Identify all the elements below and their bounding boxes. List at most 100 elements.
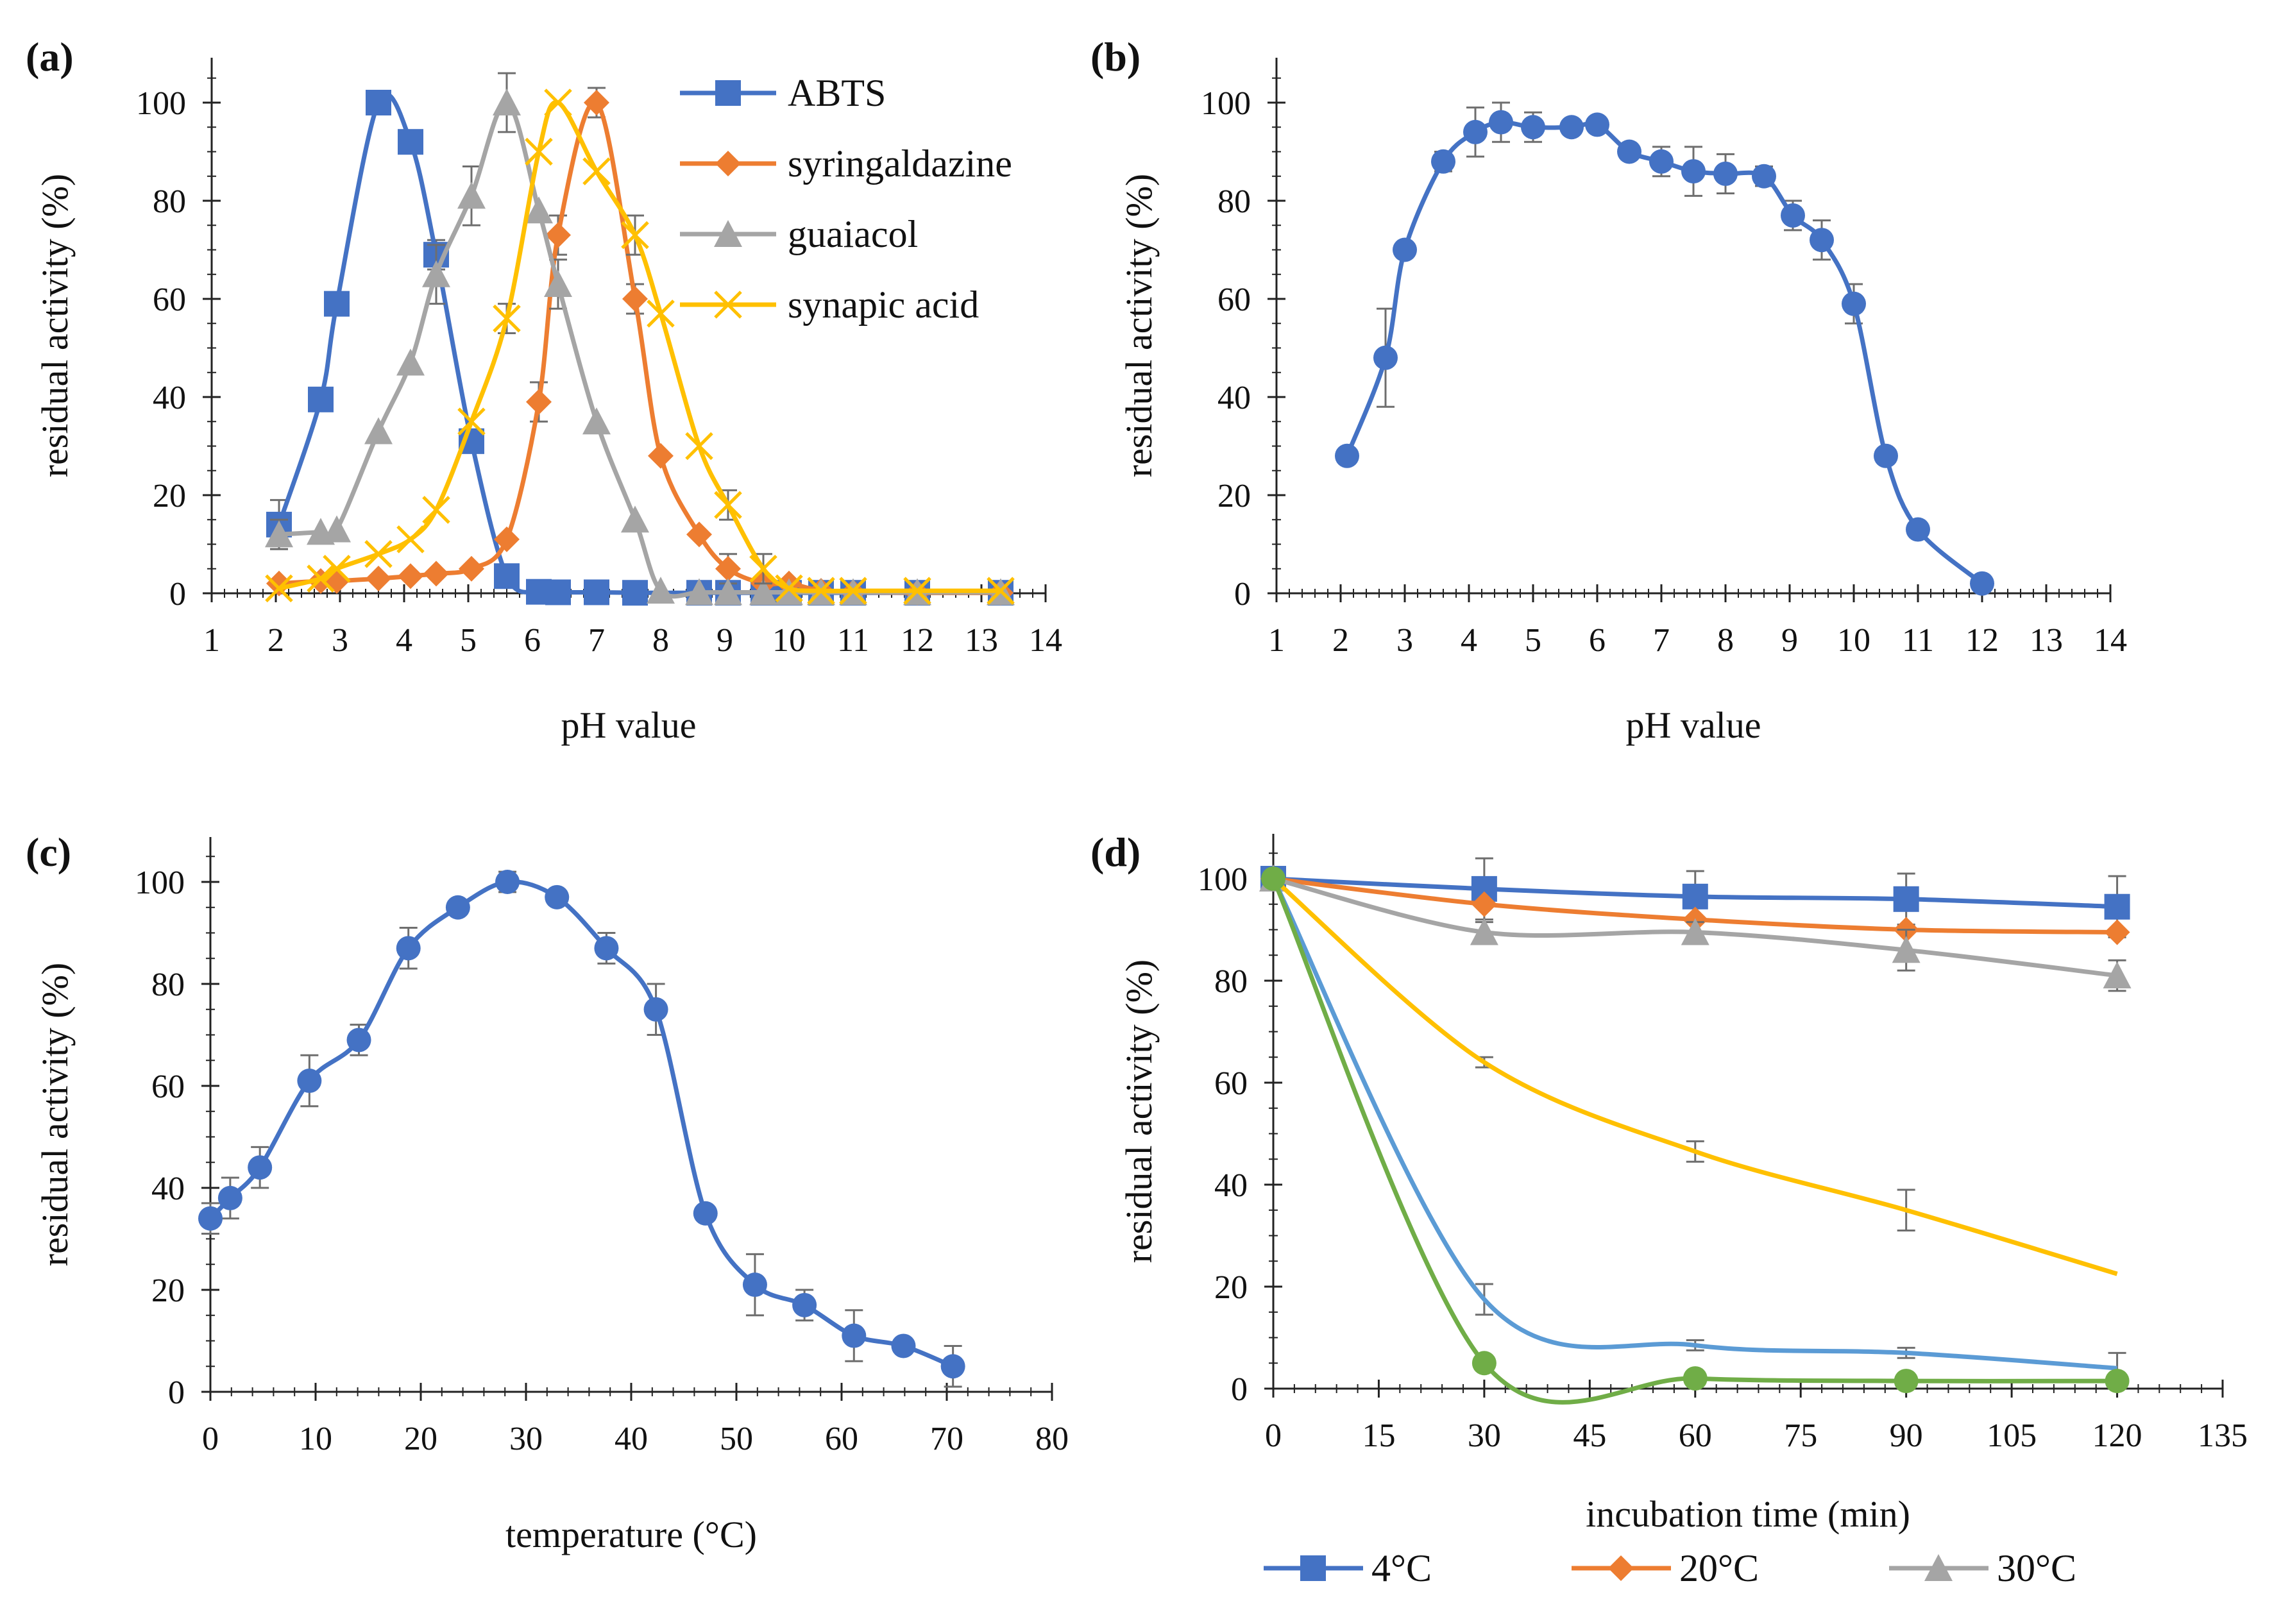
- data-point: [1713, 161, 1738, 186]
- data-point: [1842, 291, 1866, 316]
- data-point: [396, 936, 421, 961]
- data-point-stroke2: [903, 577, 931, 605]
- data-point: [715, 555, 741, 582]
- legend-item: 4°C: [1264, 1547, 1432, 1589]
- data-point: [422, 496, 450, 524]
- y-tick-label: 60: [151, 1069, 185, 1105]
- x-tick-label: 60: [1679, 1417, 1712, 1454]
- data-point: [1683, 1366, 1708, 1391]
- data-point-stroke2: [544, 89, 572, 117]
- data-point: [457, 407, 486, 436]
- data-point: [525, 196, 553, 224]
- data-point: [544, 89, 572, 117]
- data-point: [493, 304, 521, 333]
- data-point: [198, 1206, 223, 1231]
- data-point: [265, 520, 293, 548]
- data-point-stroke2: [396, 525, 425, 554]
- x-tick-label: 14: [2094, 622, 2127, 659]
- legend: ABTS syringaldazine guaiacol synapic acid: [680, 72, 1012, 326]
- data-point: [621, 505, 649, 533]
- x-tick-label: 10: [1837, 622, 1870, 659]
- x-tick-label: 1: [1268, 622, 1285, 659]
- data-point-stroke2: [987, 577, 1015, 605]
- data-point: [1681, 159, 1706, 184]
- data-point: [217, 1185, 242, 1210]
- series-0: [1335, 101, 1994, 596]
- y-axis-label: residual activity (%): [1118, 960, 1160, 1264]
- data-point: [749, 554, 777, 583]
- x-tick-label: 135: [2198, 1417, 2248, 1454]
- data-point: [493, 89, 521, 115]
- panel-label: (d): [1090, 829, 1140, 875]
- x-tick-label: 12: [901, 622, 934, 659]
- y-tick-label: 60: [1217, 282, 1251, 318]
- y-tick-label: 20: [151, 1273, 185, 1309]
- data-point: [396, 348, 425, 376]
- data-point: [323, 515, 351, 543]
- data-point: [1431, 149, 1455, 174]
- data-point-stroke2: [685, 432, 713, 461]
- data-point: [1906, 517, 1930, 542]
- series-3: [265, 89, 1015, 605]
- legend-label: 30°C: [1997, 1547, 2076, 1589]
- x-tick-label: 30: [509, 1421, 543, 1457]
- legend-marker-stroke2: [714, 291, 742, 319]
- legend-label: 20°C: [1679, 1547, 1759, 1589]
- data-point: [545, 884, 570, 909]
- data-point: [742, 1273, 767, 1298]
- data-point-stroke2: [714, 491, 742, 520]
- y-tick-label: 40: [1217, 380, 1251, 416]
- legend-item: syringaldazine: [680, 142, 1012, 185]
- x-tick-label: 0: [202, 1421, 219, 1457]
- x-tick-label: 6: [524, 622, 541, 659]
- data-point: [1874, 443, 1898, 468]
- series-4: [1271, 877, 2126, 1385]
- y-tick-label: 60: [153, 282, 186, 318]
- data-point: [749, 578, 777, 605]
- y-tick-label: 0: [1231, 1371, 1248, 1408]
- x-tick-label: 7: [588, 622, 605, 659]
- data-point: [544, 270, 572, 298]
- panel-c: (c) 0 10 20 30 40 50 60 70 80 0 20 40 60 80 100 temperat…: [26, 829, 1069, 1555]
- y-tick-label: 80: [1217, 183, 1251, 220]
- data-point: [842, 1323, 867, 1348]
- x-tick-label: 60: [825, 1421, 858, 1457]
- data-point: [1373, 345, 1398, 370]
- y-tick-label: 20: [1217, 478, 1251, 514]
- data-point: [2104, 919, 2130, 945]
- x-tick-label: 40: [615, 1421, 648, 1457]
- data-point: [685, 578, 713, 605]
- data-point: [545, 579, 571, 605]
- data-point: [1681, 918, 1709, 945]
- data-point-stroke2: [422, 496, 450, 524]
- data-point: [1471, 891, 1497, 917]
- x-tick-label: 80: [1035, 1421, 1069, 1457]
- x-tick-label: 11: [1902, 622, 1934, 659]
- y-axis-label: residual activity (%): [34, 174, 76, 478]
- x-tick-label: 20: [404, 1421, 437, 1457]
- x-tick-label: 4: [1461, 622, 1477, 659]
- data-point: [422, 260, 450, 287]
- data-point: [297, 1069, 322, 1094]
- y-tick-label: 100: [1201, 85, 1251, 122]
- x-tick-label: 10: [299, 1421, 332, 1457]
- data-point: [1894, 1369, 1919, 1394]
- data-point: [1261, 867, 1285, 891]
- data-point-stroke2: [839, 577, 867, 605]
- data-point: [792, 1292, 817, 1317]
- panel-label: (a): [26, 34, 74, 80]
- legend-label: guaiacol: [788, 213, 918, 255]
- data-point: [1471, 1351, 1497, 1376]
- data-point: [398, 563, 423, 589]
- data-point: [582, 407, 611, 435]
- data-point: [307, 564, 335, 593]
- panel-label: (c): [26, 829, 71, 875]
- data-point: [1335, 443, 1359, 468]
- data-point: [1970, 571, 1994, 596]
- data-point: [526, 389, 552, 415]
- data-point: [396, 525, 425, 554]
- legend-marker: [714, 291, 742, 319]
- panel-label: (b): [1090, 34, 1140, 80]
- data-point: [693, 1201, 718, 1226]
